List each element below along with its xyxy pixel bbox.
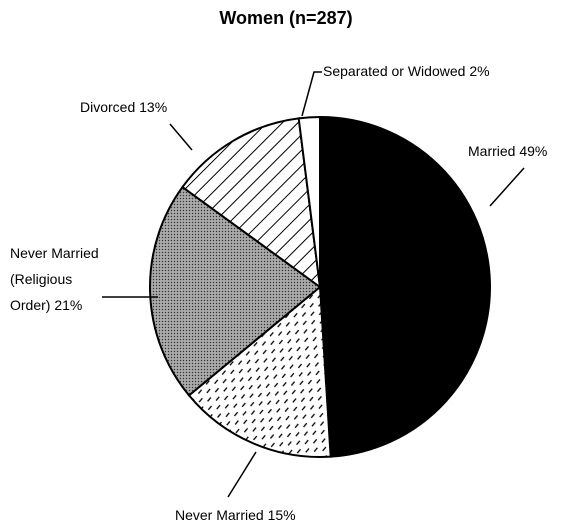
pie-slice [149,185,322,397]
pie-slice [297,115,321,288]
chart-title: Women (n=287) [219,8,353,28]
leader-lines [102,71,525,498]
pie-slice [181,117,322,290]
slice-label: Married 49% [468,138,572,164]
value-label: 15% [267,507,296,523]
leader-line [301,71,322,117]
pie-slice [319,115,492,458]
value-label: 21% [54,297,83,313]
leader-line [227,451,257,498]
leader-line [489,167,525,207]
leader-line [169,123,193,151]
slice-label: Never Married 15% [175,502,325,528]
value-label: 2% [469,63,490,79]
slice-label: Separated or Widowed 2% [323,58,563,84]
category-label: Divorced [80,99,136,115]
category-label: Separated or Widowed [323,63,466,79]
value-label: 13% [139,99,168,115]
category-label: Never Married (Religious Order) [10,245,99,313]
slices [149,115,492,458]
slice-label: Never Married (Religious Order) 21% [10,240,102,318]
category-label: Married [468,143,516,159]
value-label: 49% [519,143,548,159]
category-label: Never Married [175,507,264,523]
slice-label: Divorced 13% [80,94,200,120]
pie-slice [187,284,332,458]
